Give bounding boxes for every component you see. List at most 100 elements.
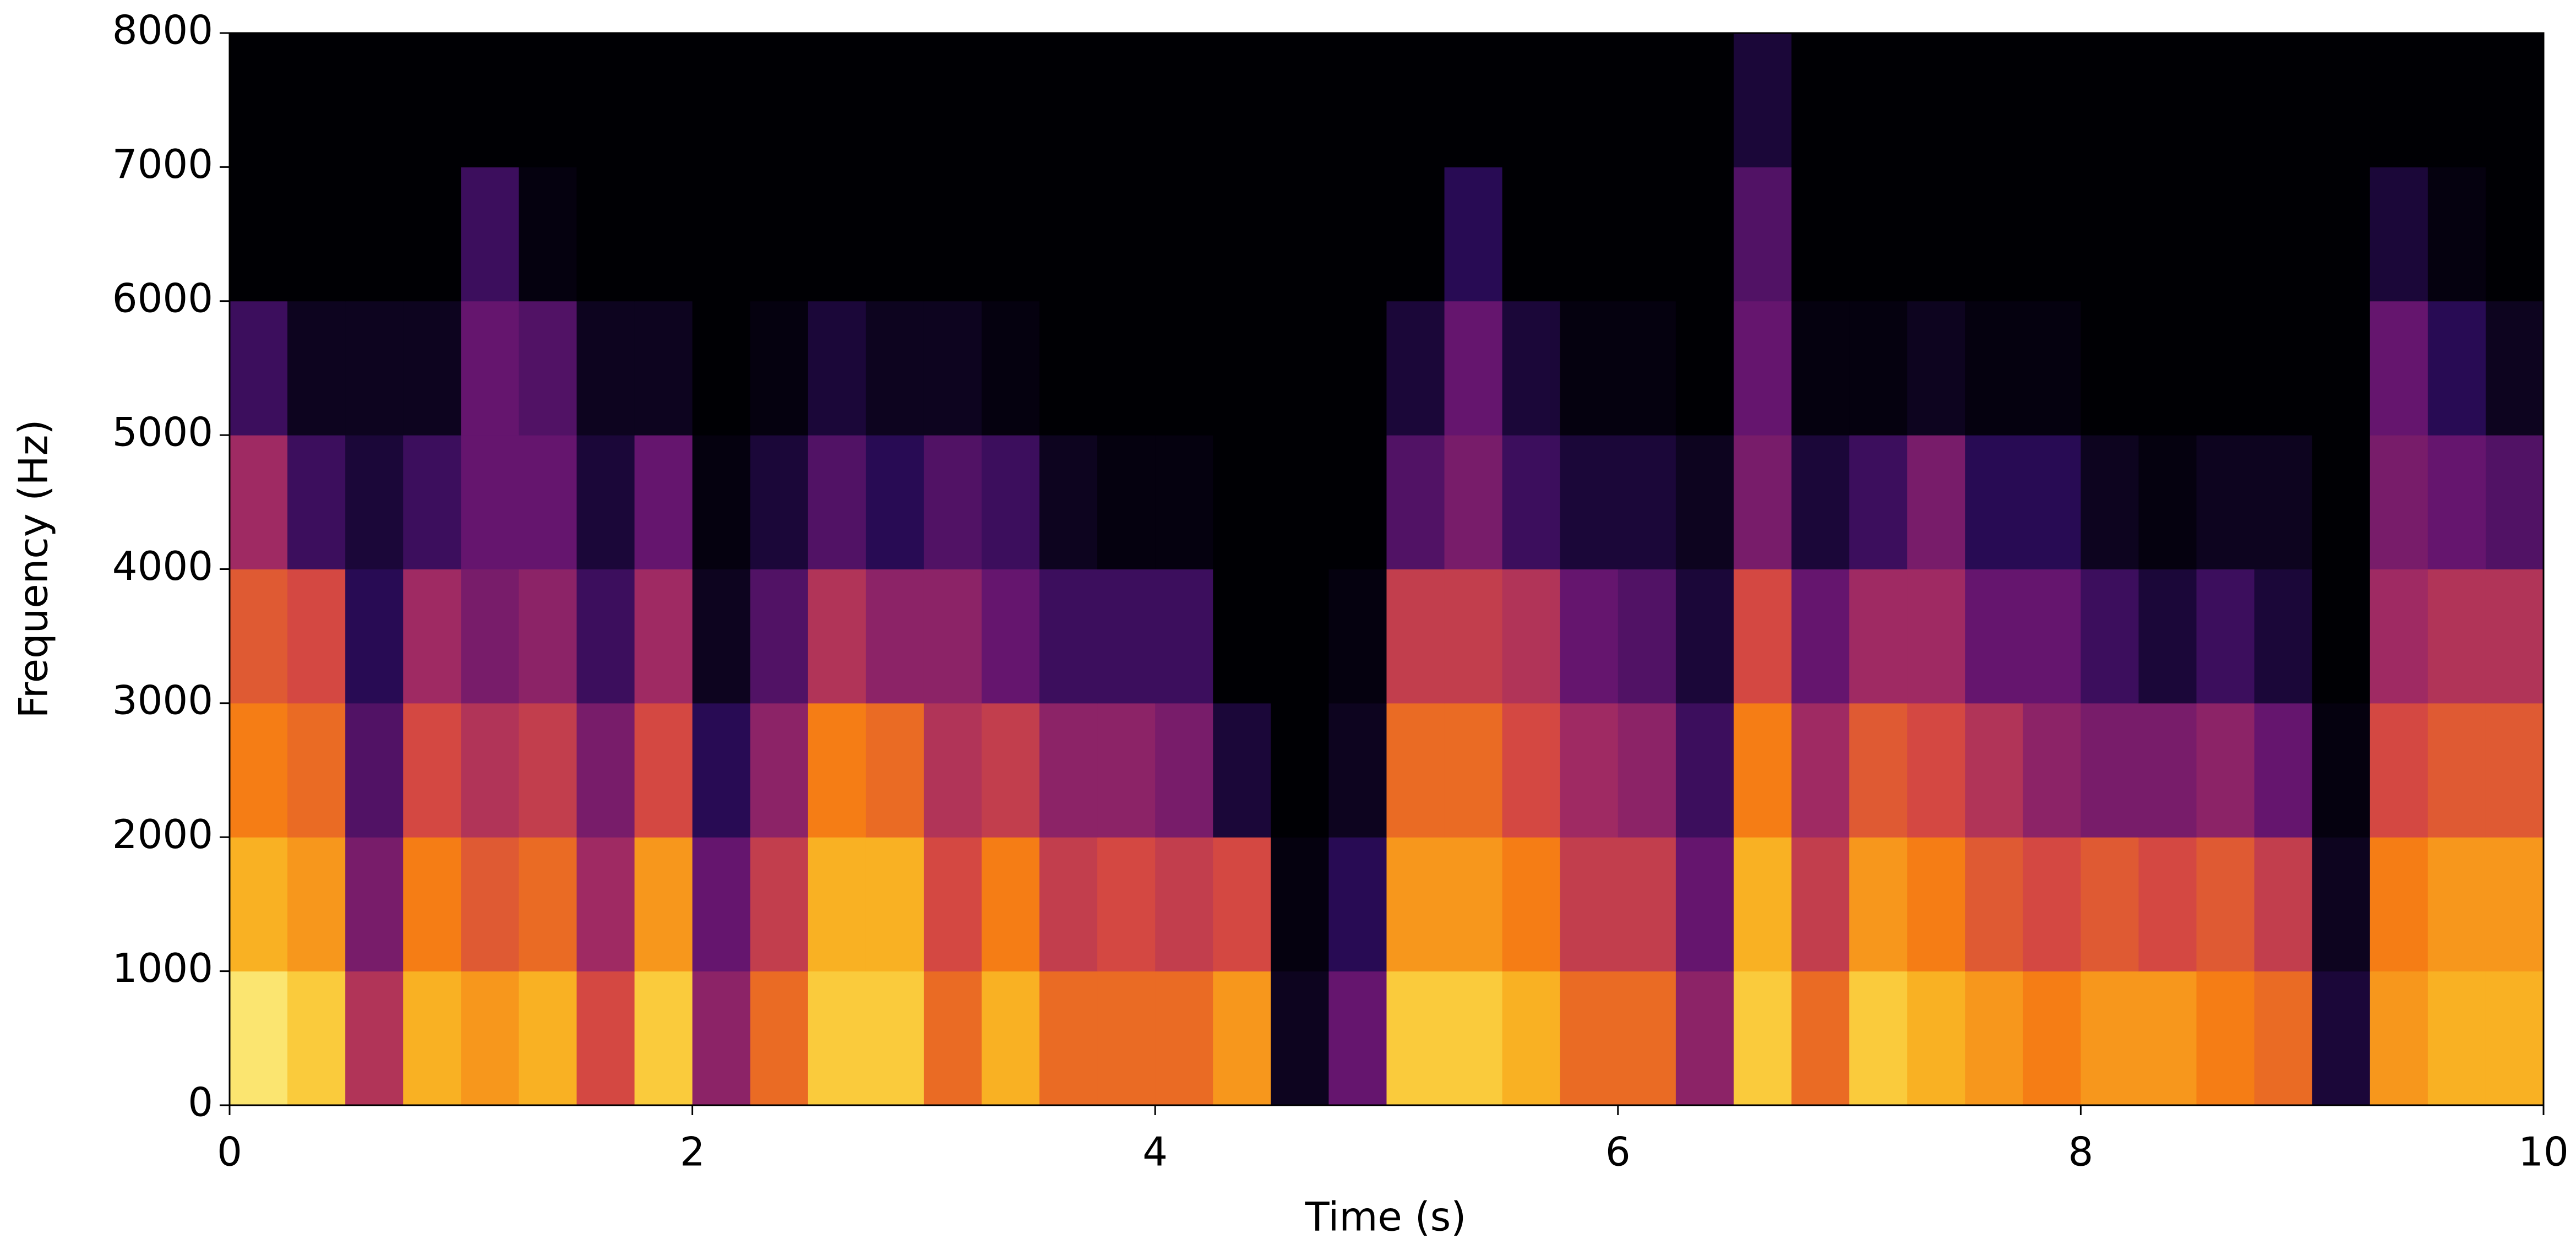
spectrogram-cell (1444, 837, 1503, 972)
spectrogram-cell (1791, 569, 1850, 704)
spectrogram-cell (461, 703, 519, 838)
spectrogram-cell (2485, 33, 2544, 167)
spectrogram-cell (2427, 301, 2486, 436)
spectrogram-cell (1444, 569, 1503, 704)
spectrogram-cell (1907, 971, 1965, 1106)
spectrogram-cell (2370, 837, 2428, 972)
spectrogram-cell (2081, 703, 2139, 838)
spectrogram-cell (2138, 301, 2197, 436)
spectrogram-cell (1444, 33, 1503, 167)
spectrogram-cell (1675, 33, 1734, 167)
spectrogram-cell (2427, 837, 2486, 972)
spectrogram-cell (1733, 703, 1792, 838)
spectrogram-cell (287, 33, 346, 167)
spectrogram-cell (2081, 837, 2139, 972)
spectrogram-cell (1328, 33, 1387, 167)
spectrogram-cell (1155, 167, 1213, 302)
spectrogram-cell (1849, 569, 1908, 704)
spectrogram-cell (1502, 301, 1561, 436)
spectrogram-cell (2312, 971, 2371, 1106)
spectrogram-cell (461, 33, 519, 167)
spectrogram-cell (1849, 971, 1908, 1106)
spectrogram-cell (1386, 837, 1445, 972)
spectrogram-cell (1271, 33, 1329, 167)
spectrogram-cell (1733, 569, 1792, 704)
y-tick-label: 4000 (112, 543, 213, 589)
spectrogram-cell (981, 167, 1040, 302)
spectrogram-cell (1502, 703, 1561, 838)
spectrogram-cell (2081, 569, 2139, 704)
spectrogram-cell (634, 33, 693, 167)
spectrogram-cell (1039, 33, 1098, 167)
y-tick-label: 0 (188, 1079, 213, 1126)
spectrogram-cell (634, 703, 693, 838)
spectrogram-cell (1907, 301, 1965, 436)
spectrogram-cell (1965, 971, 2023, 1106)
spectrogram-cell (2485, 703, 2544, 838)
spectrogram-cell (1155, 569, 1213, 704)
spectrogram-cell (2427, 435, 2486, 569)
spectrogram-cell (1213, 301, 1271, 436)
spectrogram-cell (808, 167, 867, 302)
spectrogram-cell (634, 569, 693, 704)
spectrogram-cell (287, 167, 346, 302)
spectrogram-cell (345, 33, 404, 167)
spectrogram-cell (2427, 703, 2486, 838)
spectrogram-cell (692, 301, 751, 436)
x-axis-label: Time (s) (1305, 1194, 1467, 1240)
spectrogram-cell (519, 301, 577, 436)
spectrogram-cell (230, 971, 288, 1106)
spectrogram-cell (2370, 703, 2428, 838)
spectrogram-cell (1791, 301, 1850, 436)
spectrogram-cell (2427, 971, 2486, 1106)
spectrogram-cell (1213, 971, 1271, 1106)
spectrogram-cell (1386, 33, 1445, 167)
spectrogram-cell (1097, 971, 1156, 1106)
spectrogram-cell (923, 301, 982, 436)
spectrogram-cell (1675, 971, 1734, 1106)
spectrogram-cell (1328, 435, 1387, 569)
spectrogram-cell (403, 301, 461, 436)
spectrogram-cell (2427, 569, 2486, 704)
spectrogram-cell (1791, 971, 1850, 1106)
spectrogram-cell (1039, 837, 1098, 972)
spectrogram-cell (2312, 837, 2371, 972)
spectrogram-cell (2312, 703, 2371, 838)
spectrogram-cell (230, 435, 288, 569)
spectrogram-cell (1560, 837, 1619, 972)
spectrogram-cell (692, 837, 751, 972)
spectrogram-cell (1502, 33, 1561, 167)
spectrogram-cell (1733, 33, 1792, 167)
spectrogram-cell (2023, 167, 2081, 302)
spectrogram-cell (2312, 167, 2371, 302)
spectrogram-cell (1675, 703, 1734, 838)
spectrogram-cell (519, 971, 577, 1106)
spectrogram-cell (2312, 569, 2371, 704)
spectrogram-cell (1097, 837, 1156, 972)
spectrogram-cell (403, 703, 461, 838)
spectrogram-cell (1039, 971, 1098, 1106)
y-tick-label: 6000 (112, 275, 213, 321)
spectrogram-cell (576, 971, 635, 1106)
spectrogram-cell (2023, 703, 2081, 838)
spectrogram-cell (1386, 569, 1445, 704)
spectrogram-cell (2254, 971, 2313, 1106)
spectrogram-cell (230, 703, 288, 838)
spectrogram-cell (1675, 837, 1734, 972)
spectrogram-cell (1097, 167, 1156, 302)
spectrogram-cell (692, 167, 751, 302)
spectrogram-cell (865, 167, 924, 302)
spectrogram-cell (634, 167, 693, 302)
spectrogram-cell (1560, 33, 1619, 167)
spectrogram-cell (1733, 167, 1792, 302)
spectrogram-cell (519, 33, 577, 167)
spectrogram-cell (2023, 569, 2081, 704)
spectrogram-cell (230, 569, 288, 704)
spectrogram-cell (750, 33, 809, 167)
spectrogram-cell (1039, 569, 1098, 704)
spectrogram-cell (2370, 167, 2428, 302)
spectrogram-cell (634, 301, 693, 436)
spectrogram-cell (287, 569, 346, 704)
spectrogram-cell (230, 33, 288, 167)
